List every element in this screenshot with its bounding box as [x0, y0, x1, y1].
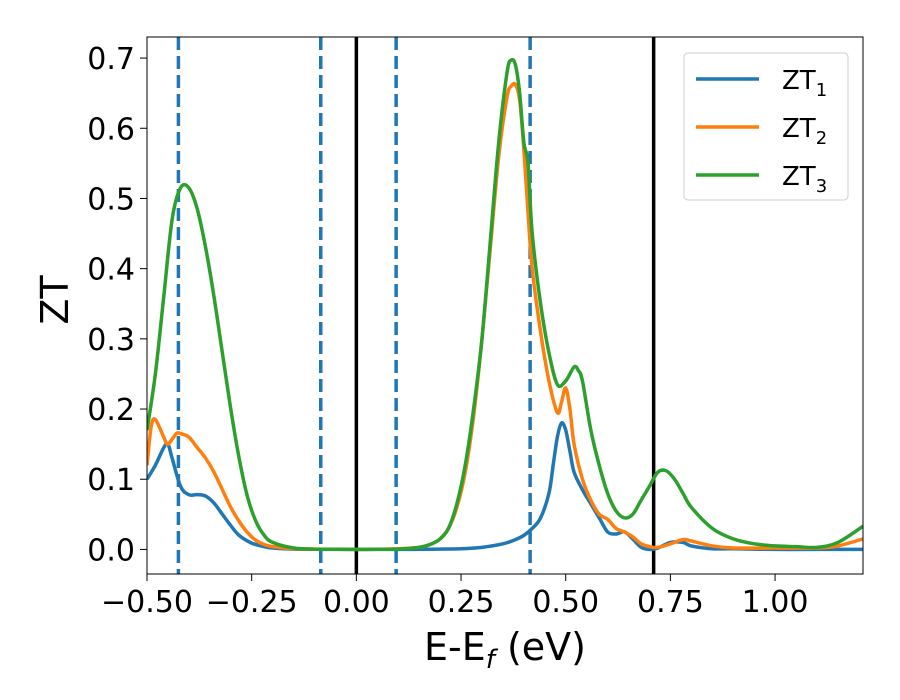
x-tick-label: 0.25	[428, 585, 495, 620]
legend-label-1: ZT1	[782, 66, 827, 101]
legend-label-3: ZT3	[782, 162, 827, 197]
y-tick-label: 0.7	[87, 42, 135, 77]
x-tick-label: 0.50	[532, 585, 599, 620]
y-tick-label: 0.3	[87, 323, 135, 358]
y-tick-label: 0.2	[87, 393, 135, 428]
y-tick-label: 0.5	[87, 182, 135, 217]
legend-box	[683, 52, 849, 201]
x-tick-label: −0.50	[101, 585, 193, 620]
y-tick-label: 0.6	[87, 112, 135, 147]
y-tick-label: 0.0	[87, 533, 135, 568]
x-tick-label: 0.75	[637, 585, 704, 620]
y-axis-label: ZT	[33, 275, 77, 325]
axis-ticks: −0.50 −0.25 0.00 0.25 0.50 0.75 1.00 0.0 0.1 0.2 0…	[87, 42, 808, 620]
plot-frame	[146, 36, 864, 575]
x-tick-label: −0.25	[206, 585, 298, 620]
series-line-1	[147, 421, 863, 552]
x-tick-label: 1.00	[742, 585, 809, 620]
y-tick-label: 0.4	[87, 253, 135, 288]
series-line-3	[147, 57, 863, 552]
x-axis-label: E-Ef (eV)	[424, 625, 586, 675]
x-tick-label: 0.00	[323, 585, 390, 620]
legend: ZT1 ZT2 ZT3	[683, 52, 849, 201]
plot-area	[147, 37, 863, 574]
legend-label-2: ZT2	[782, 114, 827, 149]
y-tick-label: 0.1	[87, 463, 135, 498]
